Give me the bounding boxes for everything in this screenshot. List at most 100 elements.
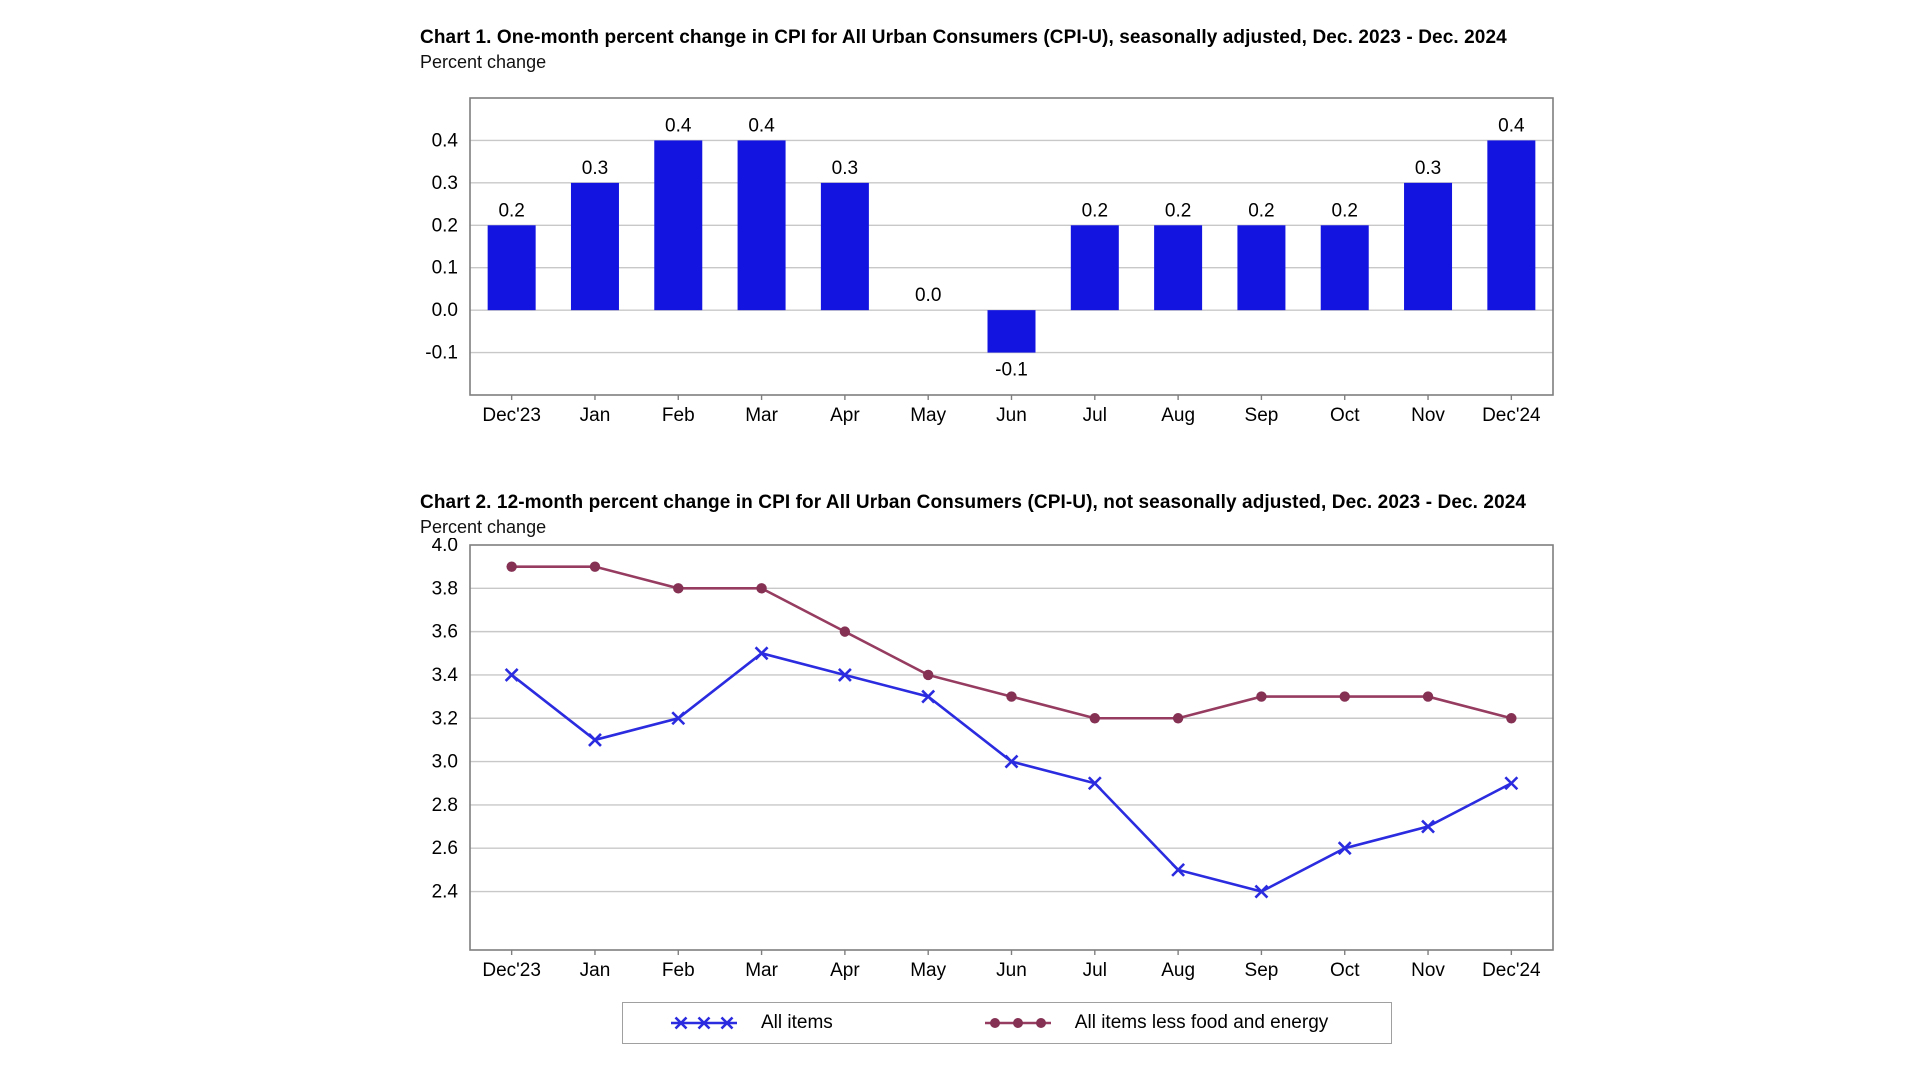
bars <box>487 140 1536 353</box>
x-tick-label: Dec'23 <box>482 405 541 426</box>
y-tick-label: 0.3 <box>432 173 458 194</box>
chart1-bar-chart: -0.1 0.0 0.1 0.2 0.3 0.4 Dec'23 Jan Feb Mar Apr May… <box>425 97 1554 426</box>
legend-item-all-items-less-food-energy: All items less food and energy <box>983 1012 1328 1034</box>
dot-marker-icon <box>922 669 934 681</box>
series-line <box>510 651 1512 893</box>
bar-Dec'23 <box>487 225 536 311</box>
x-marker-icon <box>754 646 769 661</box>
chart2-title: Chart 2. 12-month percent change in CPI … <box>420 492 1527 513</box>
y-tick-label: 4.0 <box>432 538 458 556</box>
dot-marker-icon <box>1422 691 1434 702</box>
dot-marker-icon <box>1089 713 1101 724</box>
bar-Mar <box>737 140 786 311</box>
x-marker-icon <box>1504 776 1519 791</box>
chart1-title: Chart 1. One-month percent change in CPI… <box>420 27 1507 48</box>
x-marker-icon <box>588 733 602 747</box>
bar-label: 0.2 <box>1332 200 1358 221</box>
y-tick-label: 3.0 <box>432 752 458 773</box>
gridlines <box>470 139 1553 354</box>
x-tick-label: Feb <box>662 960 695 981</box>
bar-Dec'24 <box>1487 140 1536 311</box>
bar-value-labels: 0.2 0.3 0.4 0.4 0.3 0.0 -0.1 0.2 0.2 0.2 0.2 0.3 0.4 <box>498 115 1525 380</box>
x-tick-label: Aug <box>1161 405 1195 426</box>
dot-marker-icon <box>1506 713 1517 724</box>
gridlines <box>470 587 1553 893</box>
dot-marker-icon <box>506 561 517 572</box>
x-tick-label: Dec'24 <box>1482 960 1541 981</box>
x-tick-label: Jul <box>1083 405 1107 426</box>
bar-label: 0.2 <box>1165 200 1191 221</box>
bar-Nov <box>1404 182 1453 311</box>
x-tick-label: Sep <box>1245 405 1279 426</box>
bar-label: 0.0 <box>915 285 941 306</box>
x-tick-label: May <box>910 405 946 426</box>
y-tick-label: 2.6 <box>432 838 458 859</box>
bar-Jun <box>987 310 1036 353</box>
x-marker-icon <box>1087 776 1102 791</box>
dot-marker-icon <box>1256 691 1267 702</box>
bar-label: 0.4 <box>665 115 692 136</box>
x-tick-label: May <box>910 960 946 981</box>
y-axis-tick-labels: -0.1 0.0 0.1 0.2 0.3 0.4 <box>425 130 458 363</box>
legend-label-all-items-less-food-energy: All items less food and energy <box>1074 1012 1329 1033</box>
x-tick-label: Dec'24 <box>1482 405 1541 426</box>
x-marker-icon <box>671 711 686 726</box>
x-tick-label: Mar <box>745 960 778 981</box>
chart2-line-chart: 2.4 2.6 2.8 3.0 3.2 3.4 3.6 3.8 4.0 Dec'23 Jan Feb M… <box>432 538 1554 981</box>
bar-Jan <box>570 182 619 311</box>
x-axis: Dec'23 Jan Feb Mar Apr May Jun Jul Aug Sep Oct Nov D… <box>482 395 1541 426</box>
x-tick-label: Oct <box>1330 960 1360 981</box>
line-with-x-markers-icon <box>671 1016 737 1030</box>
x-marker-icon <box>1004 754 1019 769</box>
y-tick-label: 2.4 <box>432 882 459 903</box>
x-tick-label: Aug <box>1161 960 1195 981</box>
y-tick-label: 3.2 <box>432 708 458 729</box>
y-tick-label: 0.4 <box>432 130 459 151</box>
dot-marker-icon <box>1006 691 1017 702</box>
x-tick-label: Jun <box>996 960 1027 981</box>
bar-label: 0.2 <box>1082 200 1108 221</box>
x-tick-label: Jun <box>996 405 1027 426</box>
x-tick-label: Jan <box>580 405 611 426</box>
y-tick-label: -0.1 <box>425 343 458 364</box>
x-axis: Dec'23 Jan Feb Mar Apr May Jun Jul Aug Sep Oct Nov D… <box>482 950 1541 981</box>
x-tick-label: Nov <box>1411 405 1445 426</box>
line-with-dot-markers-icon <box>984 1018 1051 1028</box>
series-all-items-less-food-and-energy <box>506 561 1517 724</box>
bar-Oct <box>1320 225 1369 311</box>
x-marker-icon <box>1171 862 1186 877</box>
x-marker-icon <box>921 689 936 704</box>
bar-Sep <box>1237 225 1286 311</box>
x-marker-icon <box>1337 841 1352 856</box>
dot-marker-icon <box>756 583 767 594</box>
x-tick-label: Apr <box>830 960 860 981</box>
dot-marker-icon <box>673 583 684 594</box>
bar-label: 0.4 <box>748 115 775 136</box>
y-tick-label: 3.8 <box>432 578 458 599</box>
bar-label: 0.4 <box>1498 115 1525 136</box>
x-tick-label: Feb <box>662 405 695 426</box>
bar-label: 0.3 <box>832 158 858 179</box>
chart1-y-axis-caption: Percent change <box>420 52 547 72</box>
bar-Aug <box>1154 225 1203 311</box>
bar-Feb <box>654 140 703 311</box>
x-tick-label: Oct <box>1330 405 1360 426</box>
x-tick-label: Sep <box>1245 960 1279 981</box>
x-tick-label: Jan <box>580 960 611 981</box>
y-tick-label: 3.6 <box>432 622 458 643</box>
plot-frame <box>469 544 1554 951</box>
x-tick-label: Jul <box>1083 960 1107 981</box>
y-tick-label: 0.2 <box>432 215 458 236</box>
bar-label: 0.3 <box>582 158 608 179</box>
bar-Apr <box>820 182 869 311</box>
dot-marker-icon <box>589 561 601 572</box>
dot-marker-icon <box>1339 691 1350 702</box>
bar-label: 0.2 <box>1248 200 1274 221</box>
legend-label-all-items: All items <box>761 1012 833 1033</box>
y-tick-label: 3.4 <box>432 665 459 686</box>
chart2-y-axis-caption: Percent change <box>420 517 547 537</box>
y-tick-label: 2.8 <box>432 795 458 816</box>
legend-item-all-items: All items <box>669 1012 833 1034</box>
dot-marker-icon <box>839 626 851 637</box>
